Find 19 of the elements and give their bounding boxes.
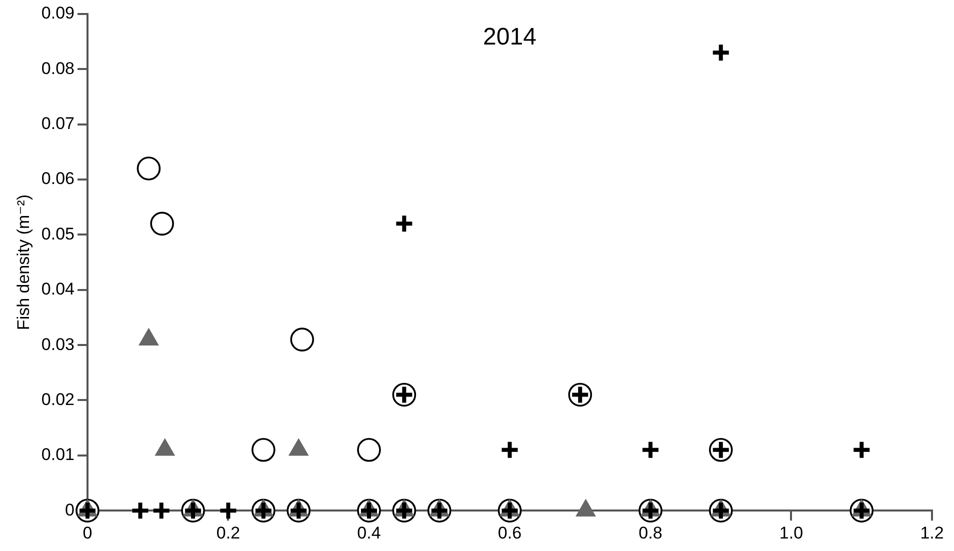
x-tick-label: 0.8 bbox=[638, 523, 662, 542]
y-tick-label: 0.02 bbox=[41, 390, 74, 409]
y-tick-label: 0.03 bbox=[41, 334, 74, 354]
y-tick-label: 0.04 bbox=[41, 280, 74, 299]
chart-title: 2014 bbox=[483, 24, 536, 51]
y-tick-label: 0 bbox=[65, 500, 74, 520]
y-tick-label: 0.07 bbox=[41, 114, 74, 134]
y-tick-label: 0.05 bbox=[41, 224, 74, 244]
x-tick-label: 1.0 bbox=[779, 523, 804, 542]
x-tick-label: 0.4 bbox=[357, 523, 381, 542]
y-axis-title: Fish density (m⁻²) bbox=[14, 194, 33, 330]
x-tick-label: 0.6 bbox=[498, 523, 522, 542]
y-tick-label: 0.01 bbox=[41, 445, 74, 464]
y-tick-label: 0.09 bbox=[41, 4, 74, 23]
y-tick-label: 0.06 bbox=[41, 169, 74, 188]
x-tick-label: 1.2 bbox=[920, 523, 944, 542]
y-tick-label: 0.08 bbox=[41, 58, 74, 78]
x-tick-label: 0.2 bbox=[216, 523, 240, 542]
x-tick-label: 0 bbox=[82, 523, 92, 542]
